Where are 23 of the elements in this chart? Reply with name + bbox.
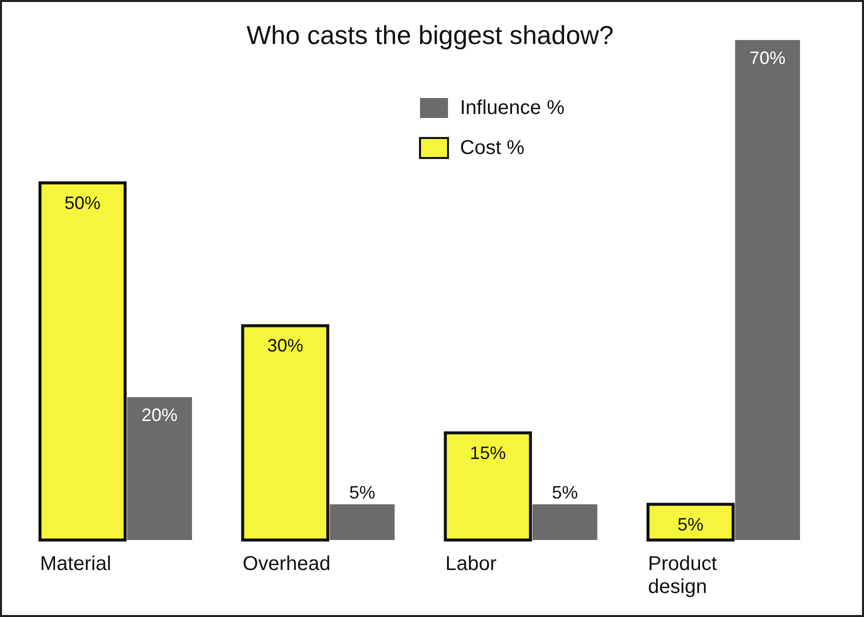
data-label: 50% <box>64 192 101 213</box>
bar <box>646 502 735 542</box>
data-label: 15% <box>470 442 506 463</box>
data-label: 5% <box>678 514 704 534</box>
bar <box>241 324 330 542</box>
x-tick-label: Overhead <box>242 553 331 575</box>
data-label: 30% <box>267 336 304 356</box>
bar <box>330 504 395 540</box>
bar <box>38 181 127 542</box>
data-label: 5% <box>349 482 376 502</box>
bar <box>532 504 598 540</box>
legend-label: Cost % <box>460 137 525 159</box>
data-label: 70% <box>750 48 786 68</box>
bar <box>444 431 532 542</box>
data-label: 5% <box>552 482 578 502</box>
chart-title: Who casts the biggest shadow? <box>246 20 614 50</box>
bar <box>735 40 800 540</box>
bar <box>127 397 192 540</box>
x-tick-label: Labor <box>445 553 497 575</box>
legend-label: Influence % <box>460 97 565 119</box>
data-label: 20% <box>142 405 178 426</box>
x-tick-label: Product design <box>648 553 718 598</box>
x-tick-label: Material <box>40 553 112 575</box>
